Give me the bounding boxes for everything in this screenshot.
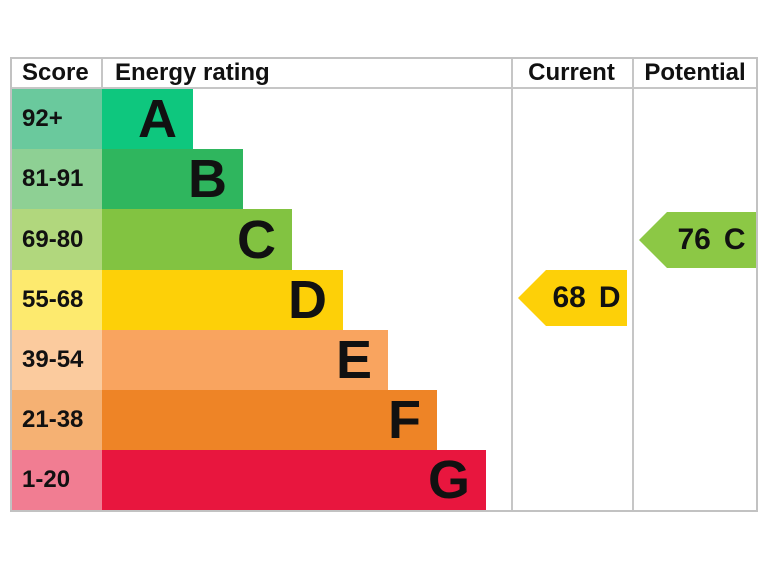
current-score-value: 68 [552, 281, 586, 314]
potential-column-divider [632, 59, 634, 510]
band-letter-b: B [188, 149, 227, 209]
score-range-label-f: 21-38 [22, 406, 84, 433]
band-letter-a: A [138, 89, 177, 149]
band-letter-f: F [388, 390, 421, 450]
rating-bar-a: A [102, 89, 193, 149]
score-cell-g: 1-20 [12, 450, 102, 510]
current-band-letter: D [598, 281, 621, 314]
rating-bar-e: E [102, 330, 388, 390]
score-cell-b: 81-91 [12, 149, 102, 209]
score-cell-d: 55-68 [12, 270, 102, 330]
band-letter-e: E [335, 330, 372, 390]
header-current-label: Current [528, 59, 615, 86]
score-cell-e: 39-54 [12, 330, 102, 390]
header-divider-line [12, 87, 756, 89]
score-cell-c: 69-80 [12, 209, 102, 270]
band-letter-c: C [237, 209, 276, 270]
rating-bar-f: F [102, 390, 437, 450]
score-range-label-c: 69-80 [22, 225, 84, 253]
rating-bar-b: B [102, 149, 243, 209]
score-range-label-e: 39-54 [22, 346, 84, 373]
score-range-label-a: 92+ [22, 105, 63, 132]
current-column-divider [511, 59, 513, 510]
chart-frame [10, 57, 758, 512]
band-letter-d: D [288, 270, 327, 330]
header-score-label: Score [22, 59, 89, 86]
score-range-label-g: 1-20 [22, 466, 71, 493]
rating-bar-g: G [102, 450, 486, 510]
header-energy-rating-label: Energy rating [115, 59, 270, 86]
potential-score-value: 76 [677, 223, 711, 256]
rating-bar-c: C [102, 209, 292, 270]
potential-rating-arrow: 76 C [639, 212, 756, 268]
rating-bar-d: D [102, 270, 343, 330]
score-range-label-b: 81-91 [22, 165, 84, 192]
band-letter-g: G [427, 450, 470, 510]
header-potential-label: Potential [644, 59, 746, 86]
potential-band-letter: C [723, 223, 746, 256]
score-cell-a: 92+ [12, 89, 102, 149]
score-range-label-d: 55-68 [22, 286, 84, 313]
score-column-divider [101, 59, 103, 87]
score-cell-f: 21-38 [12, 390, 102, 450]
